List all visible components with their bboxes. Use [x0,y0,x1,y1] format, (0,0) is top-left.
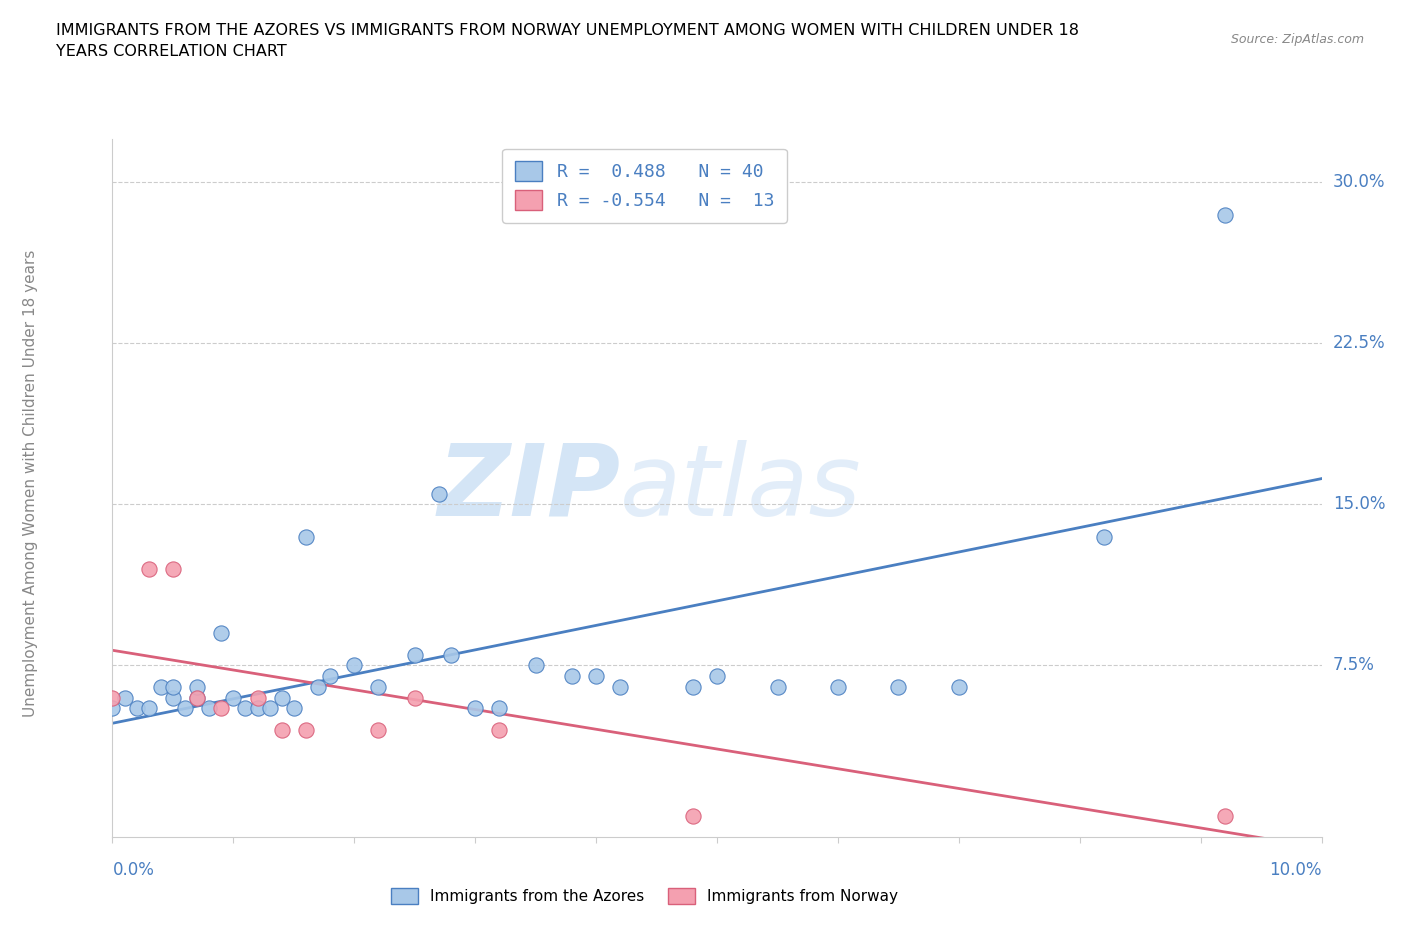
Text: 30.0%: 30.0% [1333,173,1385,192]
Point [464,701,486,716]
Point [488,723,510,737]
Text: 0.0%: 0.0% [112,860,155,879]
Point [162,562,184,577]
Point [125,701,148,716]
Point [307,679,329,694]
Point [101,701,124,716]
Legend: Immigrants from the Azores, Immigrants from Norway: Immigrants from the Azores, Immigrants f… [381,879,907,913]
Text: 22.5%: 22.5% [1333,335,1385,352]
Point [270,690,292,705]
Point [404,647,426,662]
Text: ZIP: ZIP [437,440,620,537]
Point [246,690,269,705]
Point [162,679,184,694]
Point [259,701,281,716]
Point [209,701,232,716]
Point [488,701,510,716]
Point [186,679,208,694]
Point [295,529,318,544]
Text: IMMIGRANTS FROM THE AZORES VS IMMIGRANTS FROM NORWAY UNEMPLOYMENT AMONG WOMEN WI: IMMIGRANTS FROM THE AZORES VS IMMIGRANTS… [56,23,1080,60]
Point [367,723,389,737]
Point [343,658,366,672]
Point [162,690,184,705]
Text: 10.0%: 10.0% [1270,860,1322,879]
Point [404,690,426,705]
Point [827,679,849,694]
Point [114,690,136,705]
Point [186,690,208,705]
Point [198,701,221,716]
Point [101,690,124,705]
Point [1213,207,1236,222]
Point [209,626,232,641]
Point [149,679,172,694]
Point [319,669,342,684]
Point [682,808,704,823]
Point [524,658,547,672]
Point [138,562,160,577]
Point [766,679,789,694]
Point [585,669,607,684]
Point [561,669,583,684]
Text: 15.0%: 15.0% [1333,496,1385,513]
Text: Source: ZipAtlas.com: Source: ZipAtlas.com [1230,33,1364,46]
Point [682,679,704,694]
Point [270,723,292,737]
Point [440,647,463,662]
Point [174,701,197,716]
Point [1213,808,1236,823]
Point [186,690,208,705]
Text: Unemployment Among Women with Children Under 18 years: Unemployment Among Women with Children U… [24,250,38,717]
Point [887,679,910,694]
Point [427,486,450,501]
Point [948,679,970,694]
Text: 7.5%: 7.5% [1333,657,1375,674]
Point [246,701,269,716]
Point [295,723,318,737]
Point [609,679,631,694]
Text: atlas: atlas [620,440,862,537]
Point [235,701,257,716]
Point [706,669,728,684]
Point [367,679,389,694]
Point [283,701,305,716]
Point [1092,529,1115,544]
Point [138,701,160,716]
Point [222,690,245,705]
